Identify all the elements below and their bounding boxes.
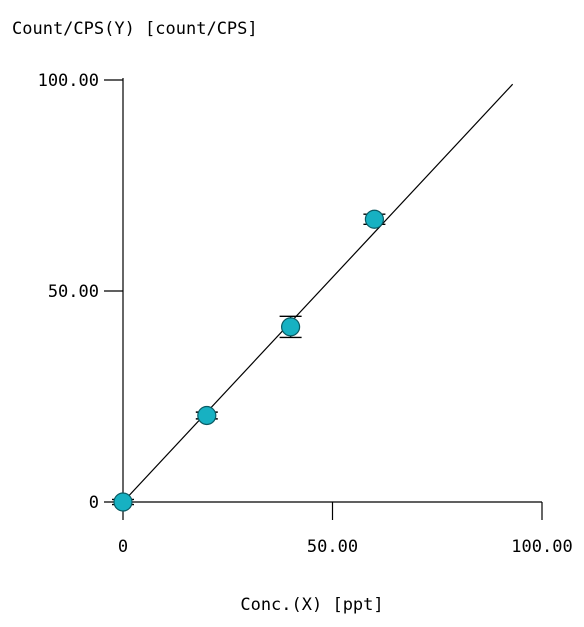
ticks-layer: 0 50.00 100.00 0 50.00 100.00 [38, 71, 573, 557]
y-tick-label-2: 100.00 [38, 71, 99, 91]
x-tick-label-1: 50.00 [307, 537, 358, 557]
point-marker-0 [113, 492, 133, 512]
regression-line [122, 83, 514, 503]
point-marker-3 [364, 209, 384, 229]
fit-line-layer [122, 83, 514, 503]
point-marker-1 [197, 405, 217, 426]
x-tick-label-0: 0 [118, 537, 128, 557]
data-point-3 [363, 209, 386, 229]
data-point-2 [279, 315, 302, 339]
y-tick-label-0: 0 [89, 493, 99, 513]
point-marker-2 [281, 317, 301, 337]
y-axis-title: Count/CPS(Y) [count/CPS] [12, 19, 258, 39]
data-point-1 [195, 405, 218, 426]
y-tick-label-1: 50.00 [48, 282, 99, 302]
data-points-layer [112, 209, 386, 512]
data-point-0 [112, 492, 134, 512]
x-tick-label-2: 100.00 [511, 537, 572, 557]
x-axis-title: Conc.(X) [ppt] [240, 595, 383, 615]
